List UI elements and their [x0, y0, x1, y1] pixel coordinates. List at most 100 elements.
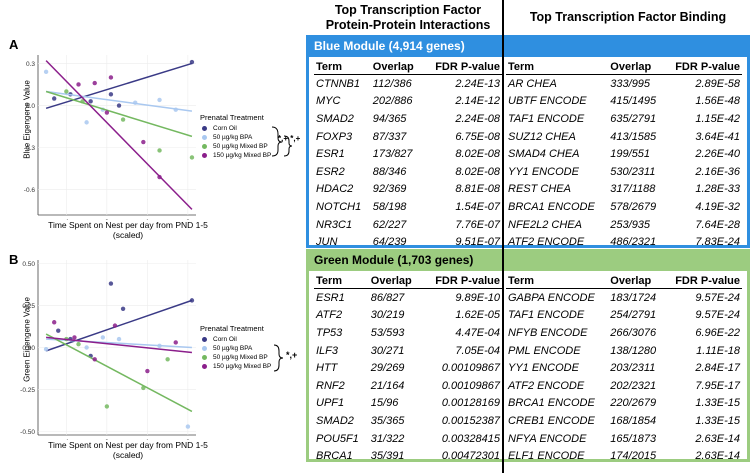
overlap-cell: 317/1188 [610, 183, 656, 196]
data-point [84, 120, 89, 125]
data-point [157, 97, 162, 103]
panel-a-plot: 0.3 0.0 -0.3 -0.6 -1 0 1 2 [24, 55, 196, 220]
data-point [157, 174, 162, 180]
x-tick-label: 0 [105, 219, 109, 220]
term-cell: ATF2 ENCODE [508, 379, 585, 392]
table-row: NR3C1 62/227 7.76E-07 [314, 216, 502, 234]
column-header: Overlap [368, 273, 422, 289]
overlap-cell: 253/935 [610, 218, 651, 231]
panel-b-xlabel: Time Spent on Nest per day from PND 1-5 … [48, 440, 208, 460]
regression-line [46, 90, 193, 112]
overlap-cell: 220/2679 [610, 397, 657, 410]
data-point [189, 298, 195, 303]
overlap-cell: 29/269 [370, 362, 405, 375]
x-tick-label: 2 [186, 219, 190, 220]
legend-label: 50 µg/kg BPA [213, 133, 253, 141]
fdr-cell: 4.19E-32 [695, 200, 740, 213]
legend-swatch-mixed-50 [202, 144, 207, 149]
table-row: UBTF ENCODE 415/1495 1.56E-48 [506, 93, 742, 111]
data-point [76, 82, 81, 87]
regression-line [45, 299, 193, 352]
term-cell: ILF3 [316, 344, 339, 357]
overlap-cell: 413/1585 [610, 130, 657, 143]
green-tfb-table: Term Overlap FDR P-value GABPA ENCODE 183/17… [506, 273, 742, 465]
table-row: YY1 ENCODE 203/2311 2.84E-17 [506, 359, 742, 377]
term-cell: ELF1 ENCODE [508, 450, 585, 463]
fdr-cell: 1.33E-15 [695, 414, 740, 427]
table-row: SMAD2 35/365 0.00152387 [314, 412, 502, 430]
table-row: TAF1 ENCODE 635/2791 1.15E-42 [506, 110, 742, 128]
y-tick-label: 0.3 [26, 61, 35, 68]
overlap-cell: 53/593 [370, 326, 405, 339]
term-cell: NFYA ENCODE [508, 432, 587, 445]
legend-item: Corn Oil [200, 124, 271, 133]
overlap-cell: 112/386 [372, 77, 412, 90]
overlap-cell: 174/2015 [610, 450, 657, 463]
table-row: CTNNB1 112/386 2.24E-13 [314, 75, 502, 93]
data-point [88, 99, 93, 104]
fdr-cell: 4.47E-04 [455, 326, 500, 339]
term-cell: YY1 ENCODE [508, 165, 579, 178]
legend-label: 50 µg/kg Mixed BP [213, 353, 268, 361]
column-header: Overlap [370, 59, 423, 75]
green-ppi-table: Term Overlap FDR P-value ESR1 86/827 9.89E-10… [314, 273, 502, 465]
fdr-cell: 1.62E-05 [455, 309, 500, 322]
overlap-cell: 254/2791 [610, 309, 657, 322]
term-cell: NFYB ENCODE [508, 326, 588, 339]
y-tick-label: 0.0 [26, 103, 35, 110]
fdr-cell: 0.00128169 [441, 397, 500, 410]
x-tick-label: 1 [146, 439, 150, 440]
legend-swatch-corn-oil [202, 126, 207, 131]
table-row: POU5F1 31/322 0.00328415 [314, 430, 502, 448]
overlap-cell: 183/1724 [610, 291, 657, 304]
table-row: FOXP3 87/337 6.75E-08 [314, 128, 502, 146]
fdr-cell: 6.75E-08 [455, 130, 500, 143]
table-row: PML ENCODE 138/1280 1.11E-18 [506, 342, 742, 360]
term-cell: BRCA1 [316, 450, 353, 463]
overlap-cell: 64/239 [372, 236, 407, 249]
table-row: MYC 202/886 2.14E-12 [314, 93, 502, 111]
green-module-title: Green Module (1,703 genes) [306, 249, 750, 271]
overlap-cell: 486/2321 [610, 236, 657, 249]
legend-label: Corn Oil [213, 335, 237, 343]
fdr-cell: 2.89E-58 [695, 77, 740, 90]
fdr-cell: 6.96E-22 [695, 326, 740, 339]
fdr-cell: 1.15E-42 [695, 112, 740, 125]
y-tick-label: 0.50 [22, 261, 35, 268]
term-cell: HTT [316, 362, 338, 375]
data-point [52, 320, 57, 325]
table-row: NFYB ENCODE 266/3076 6.96E-22 [506, 324, 742, 342]
table-row: GABPA ENCODE 183/1724 9.57E-24 [506, 289, 742, 307]
fdr-cell: 8.02E-08 [455, 165, 500, 178]
data-point [185, 424, 191, 429]
panel-a-significance: *,+ *,+ [278, 134, 301, 143]
term-cell: UBTF ENCODE [508, 95, 587, 108]
table-row: HTT 29/269 0.00109867 [314, 359, 502, 377]
fdr-cell: 0.00109867 [441, 379, 500, 392]
y-tick-label: -0.6 [24, 187, 36, 194]
fdr-cell: 2.63E-14 [695, 450, 740, 463]
legend-swatch-corn-oil [202, 337, 207, 342]
table-row: ATF2 30/219 1.62E-05 [314, 307, 502, 325]
legend-swatch-mixed-50 [202, 355, 207, 360]
fdr-cell: 2.84E-17 [695, 362, 740, 375]
fdr-cell: 7.64E-28 [695, 218, 740, 231]
overlap-cell: 199/551 [610, 148, 651, 161]
fdr-cell: 0.00328415 [441, 432, 500, 445]
term-cell: JUN [316, 236, 338, 249]
regression-line [45, 333, 193, 413]
data-point [100, 335, 106, 340]
fdr-cell: 8.02E-08 [455, 148, 500, 161]
legend-item: Corn Oil [200, 335, 271, 344]
term-cell: AR CHEA [508, 77, 557, 90]
regression-line [45, 90, 193, 138]
fdr-cell: 0.00472301 [441, 450, 500, 463]
term-cell: NFE2L2 CHEA [508, 218, 582, 231]
term-cell: TAF1 ENCODE [508, 309, 585, 322]
term-cell: TP53 [316, 326, 343, 339]
legend-item: 50 µg/kg BPA [200, 133, 271, 142]
data-point [56, 328, 61, 333]
data-point [84, 345, 89, 350]
x-tick-label: -1 [63, 439, 69, 440]
term-cell: ESR1 [316, 291, 345, 304]
